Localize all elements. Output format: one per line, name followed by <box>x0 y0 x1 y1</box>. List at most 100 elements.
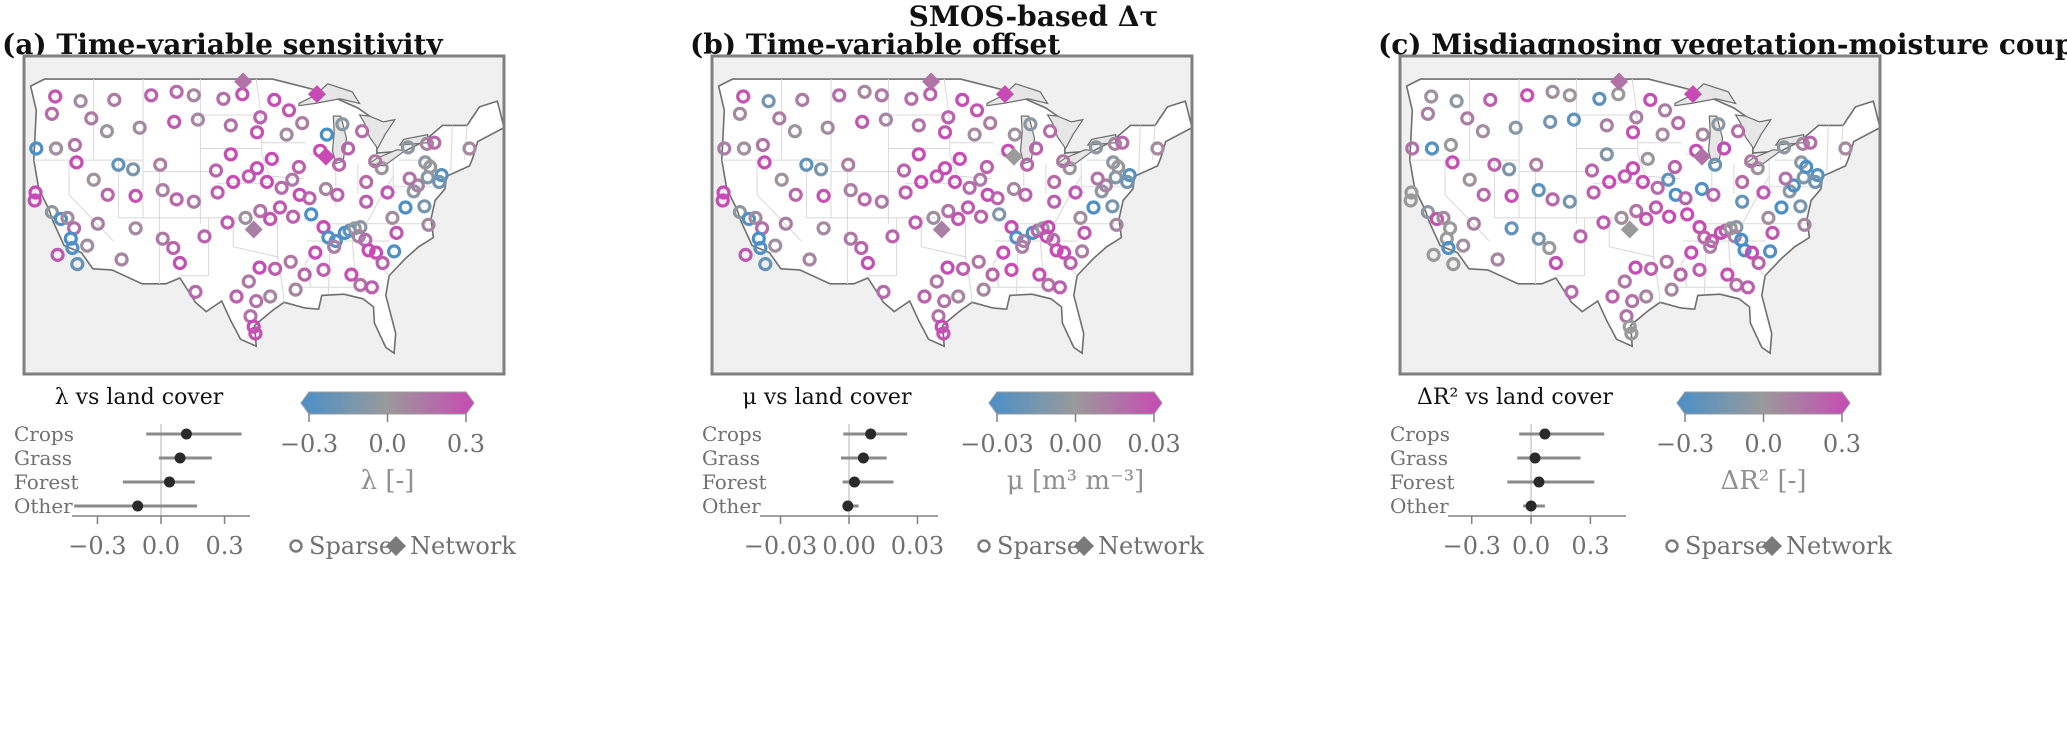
sparse-site-marker <box>263 289 278 304</box>
sparse-site-marker <box>802 252 817 267</box>
sparse-site-marker <box>169 84 184 99</box>
sparse-site-marker <box>1793 199 1808 214</box>
sparse-site-marker <box>410 178 425 193</box>
sparse-site-marker <box>144 88 159 103</box>
sparse-site-marker <box>1655 127 1670 142</box>
sparse-site-marker <box>820 120 835 135</box>
sparse-site-marker <box>1460 111 1475 126</box>
map-frame <box>710 54 1194 376</box>
sparse-site-marker <box>107 92 122 108</box>
panel-b: (b) Time-variable offset μ vs land cover… <box>690 28 1380 749</box>
sparse-site-marker <box>1548 255 1563 271</box>
median-marker <box>1525 500 1537 512</box>
category-label: Other <box>1390 494 1449 518</box>
sparse-site-marker <box>1605 289 1620 304</box>
legend-network-label: Network <box>1098 532 1204 560</box>
sparse-site-marker <box>1018 187 1033 202</box>
sparse-site-marker <box>302 191 317 206</box>
sparse-site-marker <box>1586 185 1601 200</box>
sparse-site-marker <box>1150 141 1165 156</box>
sparse-site-marker <box>929 274 944 289</box>
sparse-site-marker <box>1673 267 1688 282</box>
sparse-site-marker <box>368 154 383 169</box>
sparse-site-marker <box>1449 93 1464 109</box>
figure-suptitle: SMOS-based Δτ <box>908 0 1159 33</box>
sparse-site-marker <box>1643 92 1658 108</box>
sparse-site-marker <box>208 163 224 178</box>
sparse-site-marker <box>996 245 1011 260</box>
sparse-site-marker <box>1023 117 1038 132</box>
sparse-site-marker <box>1667 159 1682 175</box>
sparse-site-marker <box>99 124 115 139</box>
colorbar-tick-label: −0.3 <box>280 430 338 458</box>
sparse-site-marker <box>1678 191 1693 206</box>
state-border <box>232 217 280 258</box>
sparse-site-marker <box>1692 262 1707 277</box>
sparse-site-marker <box>878 112 893 127</box>
sparse-site-marker <box>423 159 438 175</box>
country-outline <box>717 78 1192 355</box>
sparse-site-marker <box>985 267 1000 282</box>
sparse-site-marker <box>1706 187 1721 202</box>
country-outline <box>29 78 504 355</box>
sparse-site-marker <box>188 284 203 299</box>
sparse-site-marker <box>1795 136 1810 152</box>
sparse-site-marker <box>210 185 225 200</box>
category-label: Grass <box>14 446 72 470</box>
sparse-site-marker <box>249 125 265 140</box>
sparse-site-marker <box>1109 217 1124 232</box>
map-frame <box>22 54 506 376</box>
great-lake <box>367 149 407 167</box>
category-label: Crops <box>14 422 74 446</box>
sparse-site-marker <box>1680 207 1695 222</box>
sparse-site-marker <box>936 326 951 341</box>
sparse-site-marker <box>427 135 442 150</box>
sparse-site-marker <box>1466 216 1481 231</box>
sparse-site-marker <box>768 238 783 253</box>
sparse-site-marker <box>86 172 101 187</box>
sparse-site-marker <box>166 240 181 256</box>
legend-network-icon <box>1074 536 1094 556</box>
sparse-site-marker <box>937 161 953 176</box>
x-tick-label: 0.03 <box>891 532 944 560</box>
network-site-marker <box>234 72 253 91</box>
sparse-site-marker <box>717 141 732 156</box>
network-site-marker <box>995 85 1014 104</box>
sparse-site-marker <box>223 147 238 162</box>
network-site-marker <box>307 85 326 104</box>
sparse-site-marker <box>263 211 278 227</box>
sparse-site-marker <box>253 203 268 219</box>
sparse-site-marker <box>855 114 870 130</box>
sparse-site-marker <box>976 282 991 297</box>
sparse-site-marker <box>885 229 900 244</box>
legend-sparse-icon <box>289 539 303 553</box>
sparse-site-marker <box>1584 163 1600 178</box>
sparse-site-marker <box>1761 210 1776 225</box>
legend-sparse-label: Sparse <box>997 532 1081 560</box>
sparse-site-marker <box>1476 187 1491 202</box>
sparse-site-marker <box>355 124 370 139</box>
sparse-site-marker <box>1622 319 1637 334</box>
sparse-site-marker <box>929 169 944 184</box>
sparse-site-marker <box>264 151 279 166</box>
sparse-site-marker <box>758 257 773 272</box>
sparse-site-marker <box>1765 225 1780 240</box>
sparse-site-marker <box>896 163 912 178</box>
median-marker <box>1529 452 1541 464</box>
sparse-site-marker <box>259 174 274 190</box>
sparse-site-marker <box>1566 112 1581 127</box>
sparse-site-marker <box>757 155 772 170</box>
sparse-site-marker <box>1661 172 1676 187</box>
sparse-site-marker <box>167 114 182 130</box>
sparse-site-marker <box>787 124 803 139</box>
sparse-site-marker <box>1617 169 1632 184</box>
sparse-site-marker <box>84 111 99 126</box>
sparse-site-marker <box>1624 326 1639 341</box>
sparse-site-marker <box>1737 243 1752 258</box>
sparse-site-marker <box>904 91 919 106</box>
sparse-site-marker <box>956 261 971 276</box>
state-border <box>450 125 453 172</box>
colorbar-label: μ [m³ m⁻³] <box>1007 466 1145 496</box>
sparse-site-marker <box>816 221 831 236</box>
